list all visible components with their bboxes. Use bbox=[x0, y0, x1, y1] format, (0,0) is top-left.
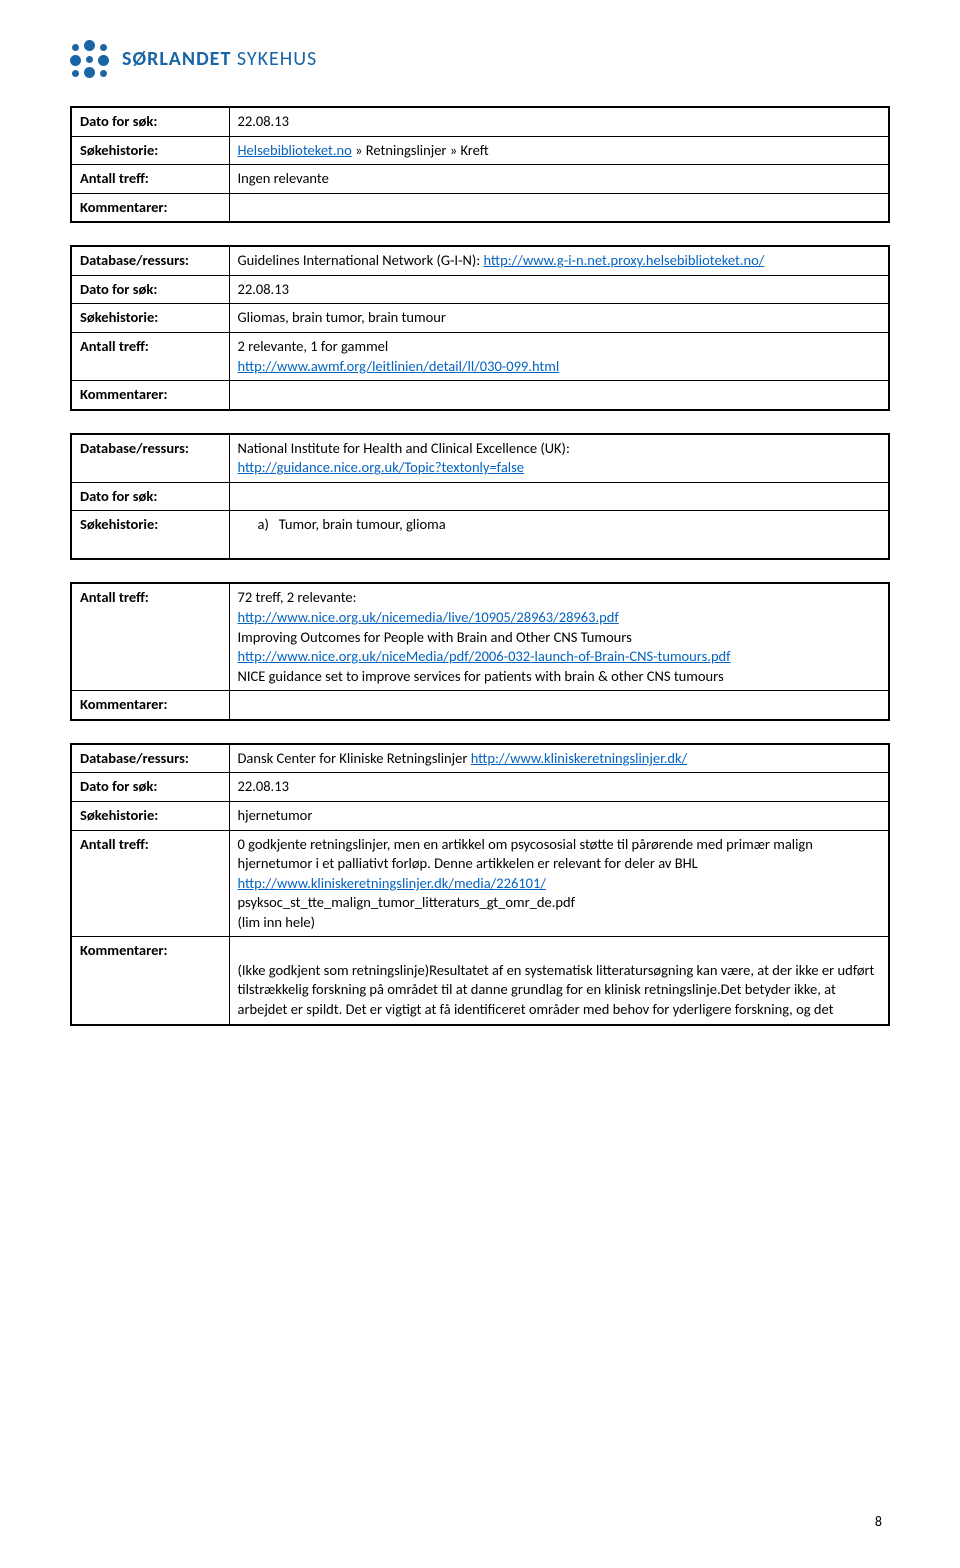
label-dato: Dato for søk: bbox=[71, 275, 229, 304]
label-kommentar: Kommentarer: bbox=[71, 193, 229, 222]
search-block-1: Dato for søk: 22.08.13 Søkehistorie: Hel… bbox=[70, 106, 890, 223]
value-kommentar bbox=[229, 193, 889, 222]
antall-line1: 72 treff, 2 relevante: bbox=[238, 588, 357, 606]
value-dato: 22.08.13 bbox=[229, 275, 889, 304]
soke-text: Tumor, brain tumour, glioma bbox=[279, 515, 446, 533]
antall-pre: 2 relevante, 1 for gammel bbox=[238, 337, 389, 355]
antall-p3: (lim inn hele) bbox=[238, 913, 316, 931]
db-pre: Dansk Center for Kliniske Retningslinjer bbox=[238, 749, 471, 767]
label-database: Database/ressurs: bbox=[71, 744, 229, 773]
db-pre: National Institute for Health and Clinic… bbox=[238, 439, 570, 457]
value-antall: 0 godkjente retningslinjer, men en artik… bbox=[229, 830, 889, 937]
label-dato: Dato for søk: bbox=[71, 773, 229, 802]
label-soke: Søkehistorie: bbox=[71, 801, 229, 830]
label-kommentar: Kommentarer: bbox=[71, 691, 229, 720]
label-dato: Dato for søk: bbox=[71, 482, 229, 511]
label-soke: Søkehistorie: bbox=[71, 136, 229, 165]
value-soke: Gliomas, brain tumor, brain tumour bbox=[229, 304, 889, 333]
klinisk-media-link[interactable]: http://www.kliniskeretningslinjer.dk/med… bbox=[238, 874, 546, 892]
label-soke: Søkehistorie: bbox=[71, 511, 229, 560]
label-dato: Dato for søk: bbox=[71, 107, 229, 136]
value-soke: a) Tumor, brain tumour, glioma bbox=[229, 511, 889, 560]
search-block-3: Database/ressurs: National Institute for… bbox=[70, 433, 890, 561]
antall-p1: 0 godkjente retningslinjer, men en artik… bbox=[238, 835, 813, 873]
label-antall: Antall treff: bbox=[71, 583, 229, 690]
value-dato: 22.08.13 bbox=[229, 773, 889, 802]
page-number: 8 bbox=[875, 1513, 882, 1530]
value-database: National Institute for Health and Clinic… bbox=[229, 434, 889, 483]
helsebiblioteket-link[interactable]: Helsebiblioteket.no bbox=[238, 141, 352, 159]
value-antall: 2 relevante, 1 for gammel http://www.awm… bbox=[229, 332, 889, 380]
label-kommentar: Kommentarer: bbox=[71, 381, 229, 410]
value-kommentar bbox=[229, 691, 889, 720]
label-database: Database/ressurs: bbox=[71, 246, 229, 275]
value-antall: 72 treff, 2 relevante: http://www.nice.o… bbox=[229, 583, 889, 690]
search-block-2: Database/ressurs: Guidelines Internation… bbox=[70, 245, 890, 410]
gin-link[interactable]: http://www.g-i-n.net.proxy.helsebibliote… bbox=[483, 251, 764, 269]
search-block-5: Database/ressurs: Dansk Center for Klini… bbox=[70, 743, 890, 1026]
value-kommentar bbox=[229, 381, 889, 410]
search-block-4: Antall treff: 72 treff, 2 relevante: htt… bbox=[70, 582, 890, 720]
value-dato: 22.08.13 bbox=[229, 107, 889, 136]
label-soke: Søkehistorie: bbox=[71, 304, 229, 333]
value-database: Dansk Center for Kliniske Retningslinjer… bbox=[229, 744, 889, 773]
soke-rest: » Retningslinjer » Kreft bbox=[352, 141, 489, 159]
value-dato bbox=[229, 482, 889, 511]
label-antall: Antall treff: bbox=[71, 165, 229, 194]
label-database: Database/ressurs: bbox=[71, 434, 229, 483]
logo-text: SØRLANDET SYKEHUS bbox=[122, 47, 317, 71]
nice-guidance-link[interactable]: http://guidance.nice.org.uk/Topic?texton… bbox=[238, 458, 524, 476]
value-database: Guidelines International Network (G-I-N)… bbox=[229, 246, 889, 275]
value-antall: Ingen relevante bbox=[229, 165, 889, 194]
nice-pdf-link-1[interactable]: http://www.nice.org.uk/nicemedia/live/10… bbox=[238, 608, 619, 626]
nice-pdf-link-2[interactable]: http://www.nice.org.uk/niceMedia/pdf/200… bbox=[238, 647, 731, 665]
logo-dots-icon bbox=[70, 40, 114, 78]
antall-p2: psyksoc_st_tte_malign_tumor_litteraturs_… bbox=[238, 893, 576, 911]
awmf-link[interactable]: http://www.awmf.org/leitlinien/detail/ll… bbox=[238, 357, 560, 375]
value-soke: Helsebiblioteket.no » Retningslinjer » K… bbox=[229, 136, 889, 165]
antall-line2: Improving Outcomes for People with Brain… bbox=[238, 628, 632, 646]
kom-text: (Ikke godkjent som retningslinje)Resulta… bbox=[238, 961, 875, 1018]
antall-line3: NICE guidance set to improve services fo… bbox=[238, 667, 724, 685]
logo-name-bold: SØRLANDET bbox=[122, 47, 231, 71]
logo-name-rest: SYKEHUS bbox=[231, 47, 317, 71]
dansk-link[interactable]: http://www.kliniskeretningslinjer.dk/ bbox=[471, 749, 687, 767]
value-kommentar: (Ikke godkjent som retningslinje)Resulta… bbox=[229, 937, 889, 1025]
db-pre: Guidelines International Network (G-I-N)… bbox=[238, 251, 484, 269]
label-antall: Antall treff: bbox=[71, 332, 229, 380]
soke-bullet: a) bbox=[258, 515, 269, 533]
label-kommentar: Kommentarer: bbox=[71, 937, 229, 1025]
value-soke: hjernetumor bbox=[229, 801, 889, 830]
label-antall: Antall treff: bbox=[71, 830, 229, 937]
logo: SØRLANDET SYKEHUS bbox=[70, 40, 890, 78]
